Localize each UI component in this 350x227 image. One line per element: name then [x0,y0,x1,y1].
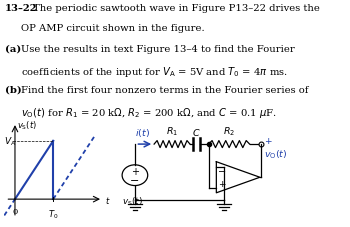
Text: $v_\mathrm{S}(t)$: $v_\mathrm{S}(t)$ [122,195,143,207]
Text: $C$: $C$ [192,126,201,137]
Text: $v_\mathrm{O}(t)$: $v_\mathrm{O}(t)$ [264,148,288,161]
Text: OP AMP circuit shown in the figure.: OP AMP circuit shown in the figure. [21,24,205,33]
Text: +: + [264,136,272,145]
Text: $T_0$: $T_0$ [48,207,58,220]
Text: $v_\mathrm{O}(t)$ for $R_1$ = 20 k$\Omega$, $R_2$ = 200 k$\Omega$, and $C$ = 0.1: $v_\mathrm{O}(t)$ for $R_1$ = 20 k$\Omeg… [21,106,277,120]
Text: (a): (a) [5,44,21,54]
Text: +: + [131,167,139,177]
Text: $R_2$: $R_2$ [223,125,235,137]
Text: $v_\mathrm{S}(t)$: $v_\mathrm{S}(t)$ [17,119,37,132]
Text: 13–22: 13–22 [5,4,38,12]
Text: coefficients of the input for $V_\mathrm{A}$ = 5V and $T_0$ = 4$\pi$ ms.: coefficients of the input for $V_\mathrm… [21,65,288,79]
Text: The periodic sawtooth wave in Figure P13–22 drives the: The periodic sawtooth wave in Figure P13… [33,4,320,12]
Text: +: + [218,179,226,188]
Text: Find the first four nonzero terms in the Fourier series of: Find the first four nonzero terms in the… [21,85,308,94]
Text: Use the results in text Figure 13–4 to find the Fourier: Use the results in text Figure 13–4 to f… [21,44,295,54]
Text: 0: 0 [12,207,18,215]
Text: $i(t)$: $i(t)$ [135,127,150,139]
Text: −: − [218,167,226,177]
Text: $R_1$: $R_1$ [166,125,178,137]
Text: −: − [130,175,140,185]
Text: $V_\mathrm{A}$: $V_\mathrm{A}$ [4,135,17,148]
Text: (b): (b) [5,85,22,94]
Text: $t$: $t$ [105,194,110,205]
